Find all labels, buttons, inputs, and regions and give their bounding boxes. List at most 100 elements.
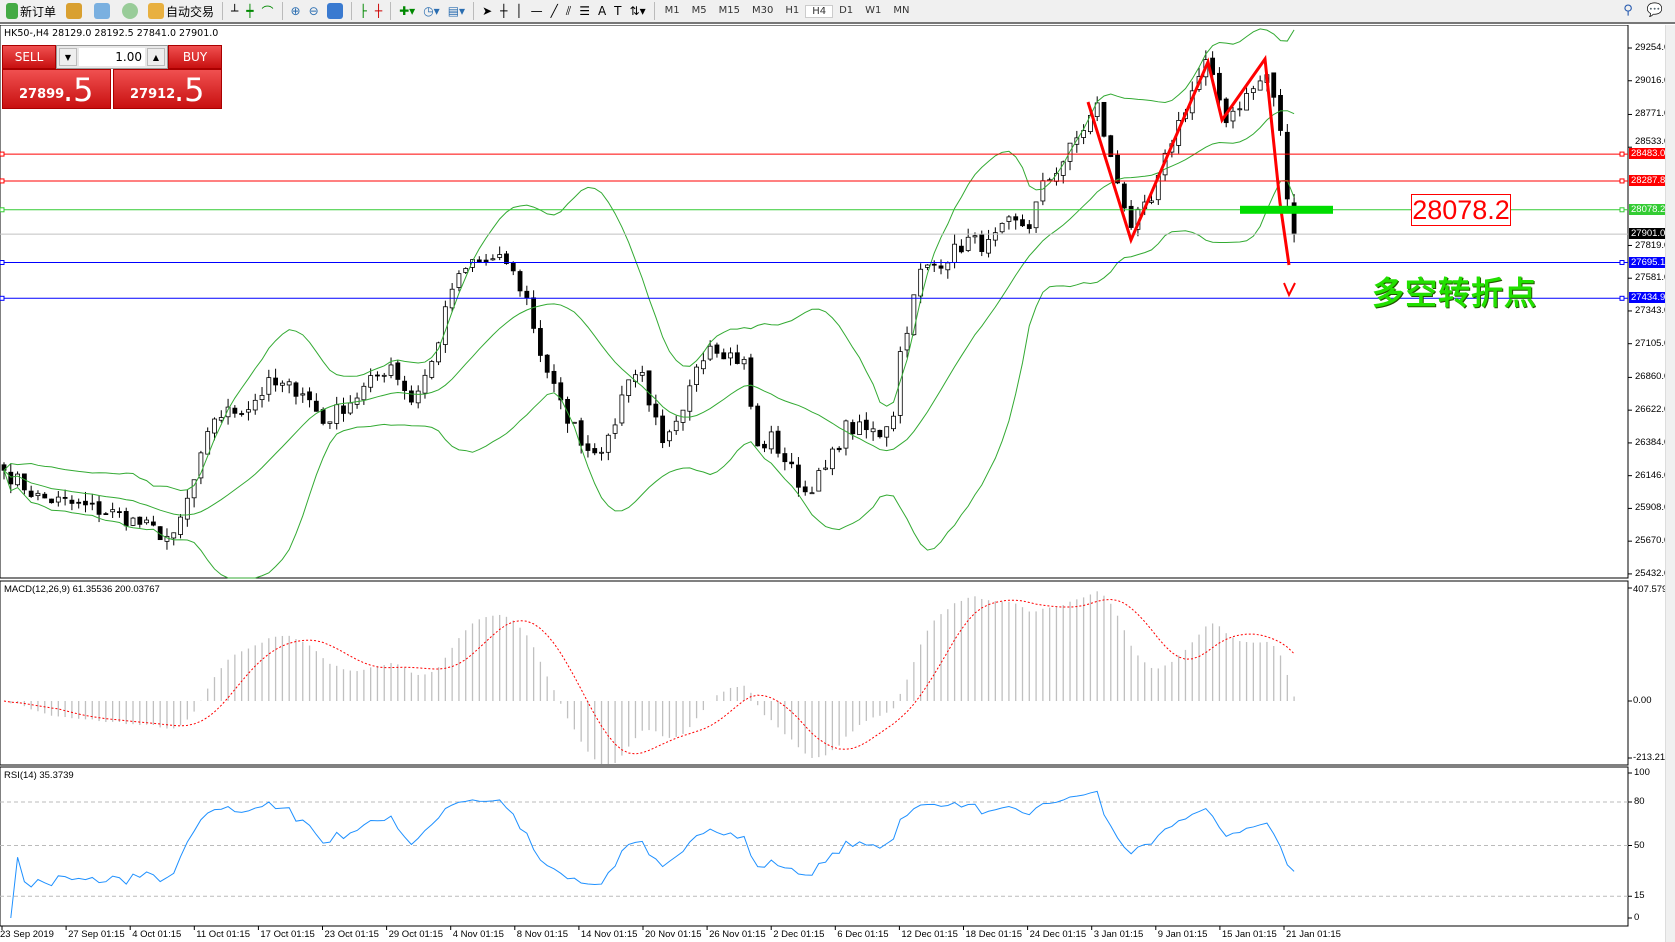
vertical-line-icon[interactable]: │	[515, 4, 523, 18]
trendline-icon[interactable]: ╱	[550, 4, 558, 18]
candle-body	[1244, 93, 1249, 111]
auto-scroll-icon[interactable]: ├	[359, 4, 367, 18]
candle-body	[205, 431, 211, 455]
sell-price-button[interactable]: 27899.5	[2, 69, 111, 109]
terminal-icon[interactable]	[94, 3, 111, 19]
price-axis-label: 27581.0	[1635, 272, 1670, 284]
candle-body	[1278, 95, 1283, 131]
candle-body	[734, 352, 740, 364]
auto-trading-button[interactable]: 自动交易	[144, 0, 218, 22]
lot-decrease-button[interactable]: ▼	[59, 48, 77, 66]
macd-histogram	[10, 591, 1295, 764]
sell-button[interactable]: SELL	[2, 45, 56, 69]
price-axis-label: 29254.0	[1635, 42, 1670, 53]
candle-body	[293, 382, 299, 397]
price-axis-label: 26384.0	[1635, 436, 1670, 448]
candle-body	[402, 380, 408, 391]
turning-point-note[interactable]: 多空转折点	[1372, 274, 1538, 312]
buy-button[interactable]: BUY	[168, 45, 222, 69]
timeframe-mn[interactable]: MN	[893, 4, 910, 16]
timeframe-m15[interactable]: M15	[718, 4, 740, 16]
candle-body	[972, 235, 978, 238]
rsi-label: RSI(14) 35.3739	[4, 770, 74, 781]
lot-increase-button[interactable]: ▲	[147, 48, 165, 66]
tile-windows-icon[interactable]	[326, 3, 343, 19]
candle-body	[1257, 80, 1263, 91]
text-icon[interactable]: A	[597, 4, 607, 18]
candle-body	[1040, 180, 1046, 202]
date-label: 12 Dec 01:15	[901, 929, 958, 940]
timeframe-m30[interactable]: M30	[751, 4, 774, 16]
equidistant-channel-icon[interactable]: ⫽	[565, 3, 572, 18]
date-label: 15 Jan 01:15	[1221, 929, 1277, 940]
macd-label: MACD(12,26,9) 61.35536 200.03767	[4, 584, 160, 595]
candle-body	[483, 259, 489, 263]
price-axis-label: 29016.0	[1635, 74, 1670, 86]
timeframe-m1[interactable]: M1	[664, 4, 680, 16]
candle-body	[381, 374, 387, 377]
buy-price-button[interactable]: 27912.5	[113, 69, 222, 109]
candle-body	[958, 245, 964, 253]
date-label: 26 Nov 01:15	[709, 929, 766, 940]
candle-body	[117, 511, 122, 514]
new-order-button[interactable]: 新订单	[2, 0, 60, 22]
candle-body	[612, 424, 618, 434]
candle-body	[415, 390, 421, 404]
lot-input[interactable]: 1.00	[79, 48, 145, 66]
crosshair-icon[interactable]: ┼	[500, 4, 508, 18]
periods-clock-icon[interactable]: ◷▾	[423, 4, 440, 18]
candle-body	[218, 417, 224, 421]
rsi-panel-frame	[0, 766, 1629, 927]
chart-shift-icon[interactable]: ┼	[374, 4, 383, 18]
candle-body	[605, 434, 611, 453]
search-icon[interactable]: ⚲	[1623, 3, 1633, 18]
text-label-icon[interactable]: T	[614, 4, 622, 18]
candle-body	[504, 253, 509, 264]
candle-body	[55, 496, 61, 503]
templates-icon[interactable]: ▤▾	[447, 4, 466, 18]
candle-body	[96, 501, 102, 515]
zoom-in-icon[interactable]: ⊕	[290, 4, 301, 18]
timeframe-h1[interactable]: H1	[785, 4, 800, 16]
candle-body	[578, 420, 584, 446]
timeframe-d1[interactable]: D1	[839, 4, 854, 16]
cursor-icon[interactable]: ➤	[482, 4, 493, 18]
price-label: 28287.8	[1629, 174, 1666, 186]
price-annotation-box[interactable]: 28078.2	[1411, 194, 1511, 226]
rsi-axis-label: 0	[1634, 912, 1640, 923]
arrows-icon[interactable]: ⇅▾	[629, 4, 646, 18]
candle-body	[999, 222, 1005, 233]
rsi-axis-label: 15	[1634, 890, 1645, 902]
price-axis-label: 25670.0	[1635, 535, 1670, 547]
timeframe-h4[interactable]: H4	[805, 4, 834, 18]
indicators-icon[interactable]: ✚▾	[399, 4, 416, 18]
timeframe-m5[interactable]: M5	[691, 4, 707, 16]
macd-axis-label: 0.00	[1633, 695, 1652, 706]
candlestick-icon[interactable]: ┿	[246, 4, 254, 18]
line-handle	[1619, 178, 1625, 184]
new-order-icon	[6, 3, 18, 19]
bar-chart-icon[interactable]: ┴	[231, 4, 239, 18]
timeframe-w1[interactable]: W1	[865, 4, 882, 16]
candle-body	[361, 385, 367, 401]
chat-icon[interactable]: 💬	[1646, 3, 1663, 18]
signals-icon[interactable]	[122, 3, 139, 19]
date-label: 18 Dec 01:15	[965, 929, 1023, 940]
candle-body	[137, 516, 143, 525]
candle-body	[728, 352, 733, 359]
zoom-out-icon[interactable]: ⊖	[308, 4, 319, 18]
candle-body	[863, 419, 869, 431]
navigator-icon[interactable]	[66, 3, 83, 19]
candle-body	[741, 358, 747, 365]
horizontal-line-icon[interactable]: —	[530, 4, 543, 18]
candle-body	[300, 393, 306, 396]
candle-body	[891, 415, 896, 430]
chart-area[interactable]	[0, 25, 1665, 942]
fibonacci-icon[interactable]: ☰	[579, 4, 590, 18]
candle-body	[246, 409, 251, 413]
candle-body	[694, 366, 699, 385]
line-chart-icon[interactable]: ⌒	[261, 4, 274, 19]
candle-body	[1101, 101, 1107, 137]
candle-body	[476, 259, 482, 262]
vertical-scrollbar[interactable]	[1665, 25, 1675, 942]
